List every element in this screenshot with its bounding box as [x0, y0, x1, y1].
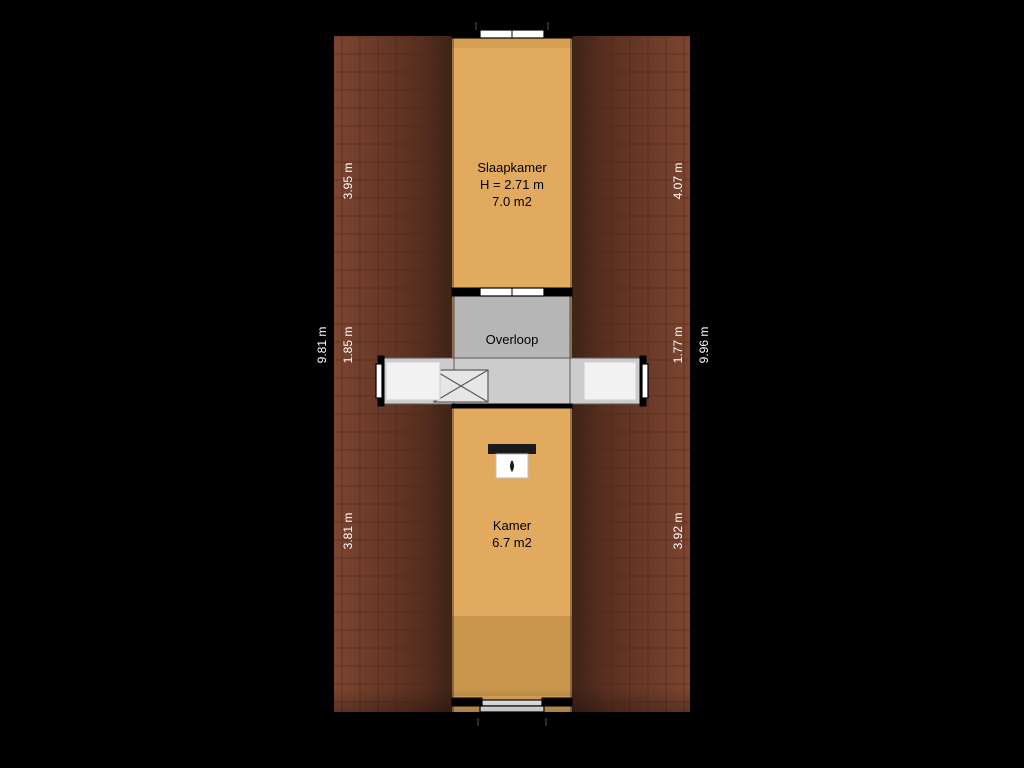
slaapkamer-name: Slaapkamer [462, 160, 562, 177]
dim-left-mid-inner: 1.85 m [341, 325, 355, 365]
dim-right-lower-inner: 3.92 m [671, 511, 685, 551]
window-landing-right [642, 364, 648, 398]
kamer-area: 6.7 m2 [478, 535, 546, 552]
dim-left-lower-inner: 3.81 m [341, 511, 355, 551]
dim-bottom: 1.74 m [484, 724, 540, 738]
dim-left-upper-inner: 3.95 m [341, 161, 355, 201]
dim-right-upper-inner: 4.07 m [671, 161, 685, 201]
label-kamer: Kamer 6.7 m2 [478, 518, 546, 552]
floorplan-svg [0, 0, 1024, 768]
label-overloop: Overloop [478, 332, 546, 349]
slaapkamer-area: 7.0 m2 [462, 194, 562, 211]
dim-right-outer: 9.96 m [697, 325, 711, 365]
floorplan-stage: Slaapkamer H = 2.71 m 7.0 m2 Overloop Ka… [0, 0, 1024, 768]
dim-right-mid-inner: 1.77 m [671, 325, 685, 365]
slaapkamer-height: H = 2.71 m [462, 177, 562, 194]
window-landing-left [376, 364, 382, 398]
dim-top: 3.47 m [484, 10, 540, 24]
dim-left-outer: 9.81 m [315, 325, 329, 365]
interior-floor-shadow [452, 616, 572, 696]
overloop-name: Overloop [478, 332, 546, 349]
kamer-name: Kamer [478, 518, 546, 535]
label-slaapkamer: Slaapkamer H = 2.71 m 7.0 m2 [462, 160, 562, 211]
